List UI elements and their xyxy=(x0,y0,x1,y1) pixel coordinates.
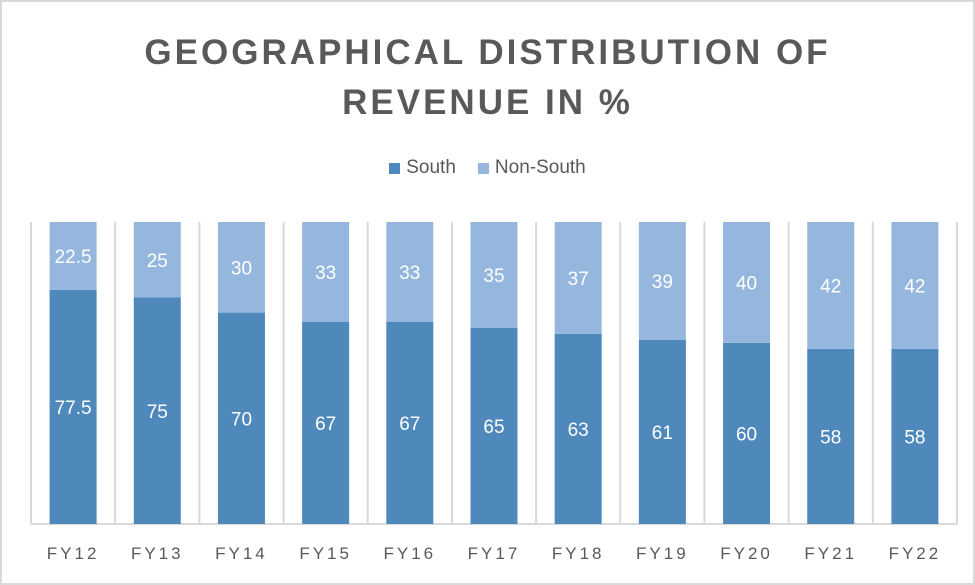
bar-south xyxy=(723,342,771,524)
legend-label-non-south: Non-South xyxy=(494,157,586,178)
data-label: 35 xyxy=(483,266,504,287)
bar-south xyxy=(133,297,181,524)
bar-non-south xyxy=(554,222,602,334)
bar-south xyxy=(49,289,97,524)
data-label: 30 xyxy=(231,258,252,279)
data-label: 75 xyxy=(147,402,168,423)
data-label: 40 xyxy=(736,273,757,294)
data-label: 33 xyxy=(315,263,336,284)
chart-title-line-1: GEOGRAPHICAL DISTRIBUTION OF xyxy=(144,33,831,72)
bar-south xyxy=(807,348,855,524)
chart-title: GEOGRAPHICAL DISTRIBUTION OF REVENUE IN … xyxy=(0,28,975,128)
x-tick-label: FY18 xyxy=(552,544,605,563)
bar-non-south xyxy=(470,222,518,328)
bar-non-south xyxy=(807,222,855,349)
x-tick-label: FY20 xyxy=(720,544,773,563)
data-label: 33 xyxy=(399,263,420,284)
data-label: 42 xyxy=(820,276,841,297)
bar-south xyxy=(217,312,265,524)
legend-swatch-south xyxy=(389,162,401,174)
data-label: 39 xyxy=(652,272,673,293)
legend-item-south: South xyxy=(389,157,456,179)
data-label: 61 xyxy=(652,423,673,444)
bar-south xyxy=(638,339,686,524)
data-label: 67 xyxy=(315,414,336,435)
data-label: 42 xyxy=(904,276,925,297)
x-tick-label: FY16 xyxy=(383,544,436,563)
data-label: 63 xyxy=(568,420,589,441)
bar-non-south xyxy=(49,222,97,290)
bar-south xyxy=(386,321,434,524)
bar-non-south xyxy=(891,222,939,349)
data-label: 22.5 xyxy=(55,247,92,268)
x-tick-label: FY22 xyxy=(889,544,942,563)
legend-item-non-south: Non-South xyxy=(477,157,586,179)
chart-title-line-2: REVENUE IN % xyxy=(342,83,633,122)
x-tick-label: FY21 xyxy=(804,544,857,563)
bar-non-south xyxy=(386,222,434,322)
x-tick-label: FY15 xyxy=(299,544,352,563)
x-tick-label: FY12 xyxy=(47,544,100,563)
bar-non-south xyxy=(638,222,686,340)
data-label: 58 xyxy=(820,427,841,448)
bar-south xyxy=(302,321,350,524)
data-label: 65 xyxy=(483,417,504,438)
bar-non-south xyxy=(133,222,181,298)
x-tick-label: FY19 xyxy=(636,544,689,563)
legend-label-south: South xyxy=(406,157,456,178)
data-label: 58 xyxy=(904,427,925,448)
bar-south xyxy=(891,348,939,524)
x-tick-label: FY14 xyxy=(215,544,268,563)
data-label: 60 xyxy=(736,424,757,445)
bar-south xyxy=(554,333,602,524)
bar-south xyxy=(470,327,518,524)
x-tick-label: FY13 xyxy=(131,544,184,563)
data-label: 37 xyxy=(568,269,589,290)
legend-swatch-non-south xyxy=(477,162,489,174)
data-label: 77.5 xyxy=(55,398,92,419)
data-label: 70 xyxy=(231,409,252,430)
bar-non-south xyxy=(217,222,265,313)
bar-non-south xyxy=(723,222,771,343)
bar-non-south xyxy=(302,222,350,322)
data-label: 25 xyxy=(147,251,168,272)
legend: South Non-South xyxy=(0,157,975,179)
data-label: 67 xyxy=(399,414,420,435)
x-tick-label: FY17 xyxy=(468,544,521,563)
